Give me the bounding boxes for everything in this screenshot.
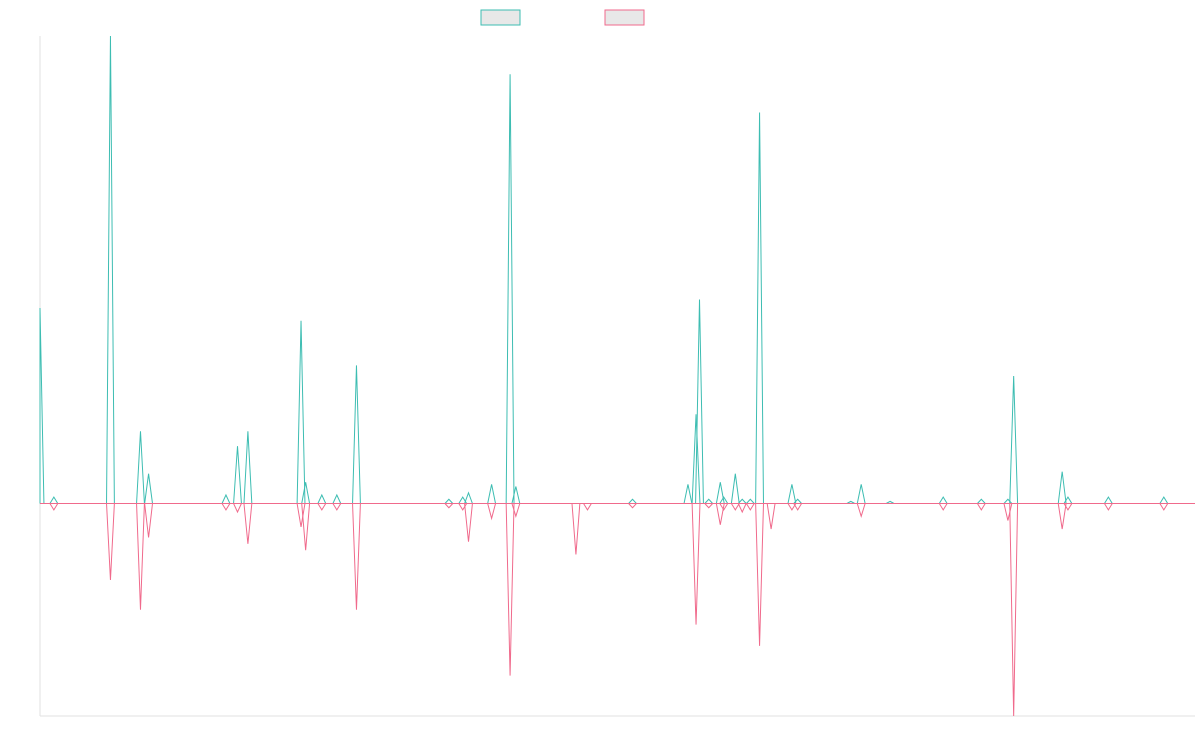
series-1-spike-6 [233,446,242,504]
series-1-spike-11 [332,493,342,504]
series-2-spike-28 [755,503,764,646]
series-2-spike-37 [1057,503,1067,530]
series-2-spike-40 [1159,503,1169,511]
series-1-spike-4 [144,473,153,504]
series-2-spike-2 [136,503,145,610]
series-layer [39,35,1195,717]
series-2-spike-34 [976,503,986,511]
series-1-spike-19 [628,498,637,504]
series-2-spike-0 [49,503,59,511]
series-1-spike-0 [39,307,45,504]
series-2-spike-39 [1104,503,1113,511]
series-1-spike-32 [846,500,855,504]
series-2-spike-21 [691,503,701,625]
series-1-spike-28 [746,498,755,504]
series-1-spike-42 [1159,496,1169,504]
series-2 [40,503,1195,717]
series-2-spike-10 [332,503,342,511]
series-1-spike-15 [464,491,473,504]
series-2-spike-38 [1063,503,1073,511]
series-2-spike-4 [221,503,231,511]
series-1-spike-21 [691,414,701,504]
series-2-spike-12 [444,503,454,509]
series-1-spike-12 [352,365,361,504]
series-1-spike-27 [737,498,747,504]
series-2-spike-17 [511,503,521,518]
series-1-spike-22 [695,299,704,504]
series-2-spike-5 [233,503,242,514]
series-2-spike-32 [856,503,866,518]
series-2-spike-31 [793,503,803,511]
series-1-spike-37 [1003,498,1013,504]
series-1-spike-9 [301,482,311,504]
series-1-spike-33 [856,484,866,504]
series-1-spike-26 [730,473,740,504]
series-1-spike-3 [136,431,145,504]
series-2-spike-9 [317,503,327,511]
series-1-spike-38 [1009,375,1019,504]
series-1-spike-17 [505,74,515,504]
series-2-spike-23 [715,503,725,525]
series-2-spike-16 [505,503,515,676]
series-1-spike-39 [1057,471,1067,504]
series-2-spike-25 [730,503,740,511]
series-1-spike-34 [885,500,895,504]
series-1-spike-2 [106,35,115,504]
series-1-spike-10 [317,493,327,504]
series-1-spike-1 [49,496,59,504]
series-1-spike-25 [719,496,729,504]
series-1-spike-36 [977,498,986,504]
series-2-spike-22 [704,503,714,509]
series-1-spike-24 [715,482,725,504]
series-1-spike-13 [444,498,454,504]
legend-swatch-series-2[interactable] [604,9,645,26]
series-2-spike-6 [243,503,253,544]
series-2-spike-3 [144,503,153,538]
series-1-spike-29 [755,112,764,504]
series-2-spike-18 [571,503,581,555]
series-1-spike-8 [296,320,306,504]
series-1 [39,35,1195,504]
series-1-spike-20 [683,484,693,504]
series-1-spike-23 [704,498,714,504]
series-1-spike-5 [221,493,231,504]
series-2-spike-13 [458,503,468,511]
series-1-spike-40 [1063,496,1073,504]
series-1-spike-30 [787,484,797,504]
series-2-spike-20 [628,503,637,509]
series-2-spike-15 [487,503,497,521]
series-2-spike-19 [583,503,592,511]
series-2-spike-27 [745,503,755,511]
series-2-spike-33 [938,503,948,511]
series-1-spike-7 [243,431,253,504]
series-2-spike-8 [301,503,311,551]
legend-swatch-series-1[interactable] [480,9,521,26]
series-2-spike-36 [1009,503,1019,717]
series-2-spike-14 [464,503,473,542]
series-1-spike-31 [793,498,802,504]
series-2-spike-7 [296,503,306,527]
series-2-spike-24 [719,503,729,511]
series-1-spike-18 [511,486,521,504]
series-1-spike-35 [938,496,948,504]
series-2-spike-35 [1003,503,1013,521]
series-1-spike-16 [487,484,497,504]
series-2-spike-26 [737,503,747,514]
series-1-spike-41 [1104,496,1113,504]
series-2-spike-29 [766,503,776,530]
legend [480,9,645,26]
series-2-spike-11 [352,503,361,610]
series-2-spike-1 [106,503,115,581]
